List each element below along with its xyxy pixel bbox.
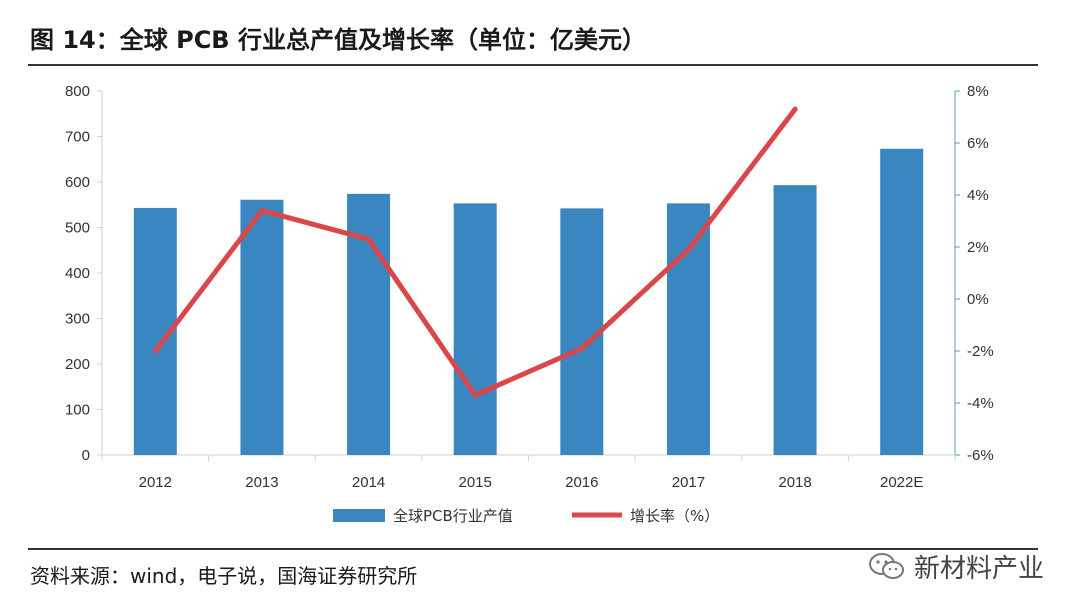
x-tick-label: 2015 bbox=[459, 474, 492, 491]
legend: 全球PCB行业产值 增长率（%） bbox=[333, 507, 719, 525]
right-tick-label: 4% bbox=[967, 187, 989, 204]
line-point bbox=[152, 348, 158, 354]
x-tick-label: 2013 bbox=[245, 474, 278, 491]
title-divider bbox=[28, 64, 1038, 66]
x-tick-label: 2016 bbox=[565, 474, 598, 491]
left-tick-label: 300 bbox=[65, 311, 90, 328]
right-tick-label: 0% bbox=[967, 291, 989, 308]
left-tick-label: 400 bbox=[65, 265, 90, 282]
source-divider bbox=[28, 548, 1038, 550]
left-tick-label: 800 bbox=[65, 83, 90, 100]
watermark-text: 新材料产业 bbox=[914, 554, 1045, 584]
right-tick-label: -6% bbox=[967, 447, 994, 464]
line-point bbox=[472, 392, 478, 398]
line-point bbox=[792, 106, 798, 112]
bar bbox=[240, 199, 284, 455]
x-tick-label: 2018 bbox=[778, 474, 811, 491]
right-tick-label: 2% bbox=[967, 239, 989, 256]
line-point bbox=[579, 345, 585, 351]
source-note: 资料来源：wind，电子说，国海证券研究所 bbox=[30, 564, 418, 588]
chart-title: 图 14：全球 PCB 行业总产值及增长率（单位：亿美元） bbox=[30, 26, 646, 54]
x-tick-label: 2017 bbox=[672, 474, 705, 491]
right-tick-label: -2% bbox=[967, 343, 994, 360]
x-tick-label: 2014 bbox=[352, 474, 385, 491]
line-series bbox=[152, 106, 798, 398]
bar bbox=[666, 203, 710, 455]
bar bbox=[560, 208, 604, 455]
bar bbox=[453, 203, 497, 455]
right-tick-label: 8% bbox=[967, 83, 989, 100]
x-tick-label: 2022E bbox=[880, 474, 923, 491]
right-y-axis: -6% -4% -2% 0% 2% 4% 6% 8% bbox=[954, 83, 994, 464]
legend-bar-label: 全球PCB行业产值 bbox=[393, 507, 513, 525]
x-axis: 2012 2013 2014 2015 2016 2017 2018 2022E bbox=[101, 454, 956, 491]
line-point bbox=[685, 247, 691, 253]
right-tick-label: -4% bbox=[967, 395, 994, 412]
left-tick-label: 0 bbox=[82, 447, 90, 464]
right-tick-label: 6% bbox=[967, 135, 989, 152]
left-tick-label: 100 bbox=[65, 402, 90, 419]
line-point bbox=[366, 236, 372, 242]
wechat-icon bbox=[869, 552, 904, 579]
left-tick-label: 200 bbox=[65, 356, 90, 373]
legend-line-label: 增长率（%） bbox=[630, 507, 719, 525]
combo-chart: 0 100 200 300 400 500 600 700 800 -6% -4% -2% 0% 2% 4… bbox=[65, 83, 994, 525]
bar-series bbox=[133, 148, 924, 455]
left-y-axis: 0 100 200 300 400 500 600 700 800 bbox=[65, 83, 103, 464]
legend-bar-swatch bbox=[333, 509, 385, 522]
bar bbox=[773, 185, 817, 455]
left-tick-label: 700 bbox=[65, 129, 90, 146]
bar bbox=[880, 148, 924, 455]
left-tick-label: 500 bbox=[65, 220, 90, 237]
line-point bbox=[259, 208, 265, 214]
left-tick-label: 600 bbox=[65, 174, 90, 191]
watermark: 新材料产业 bbox=[868, 548, 1044, 585]
x-tick-label: 2012 bbox=[139, 474, 172, 491]
